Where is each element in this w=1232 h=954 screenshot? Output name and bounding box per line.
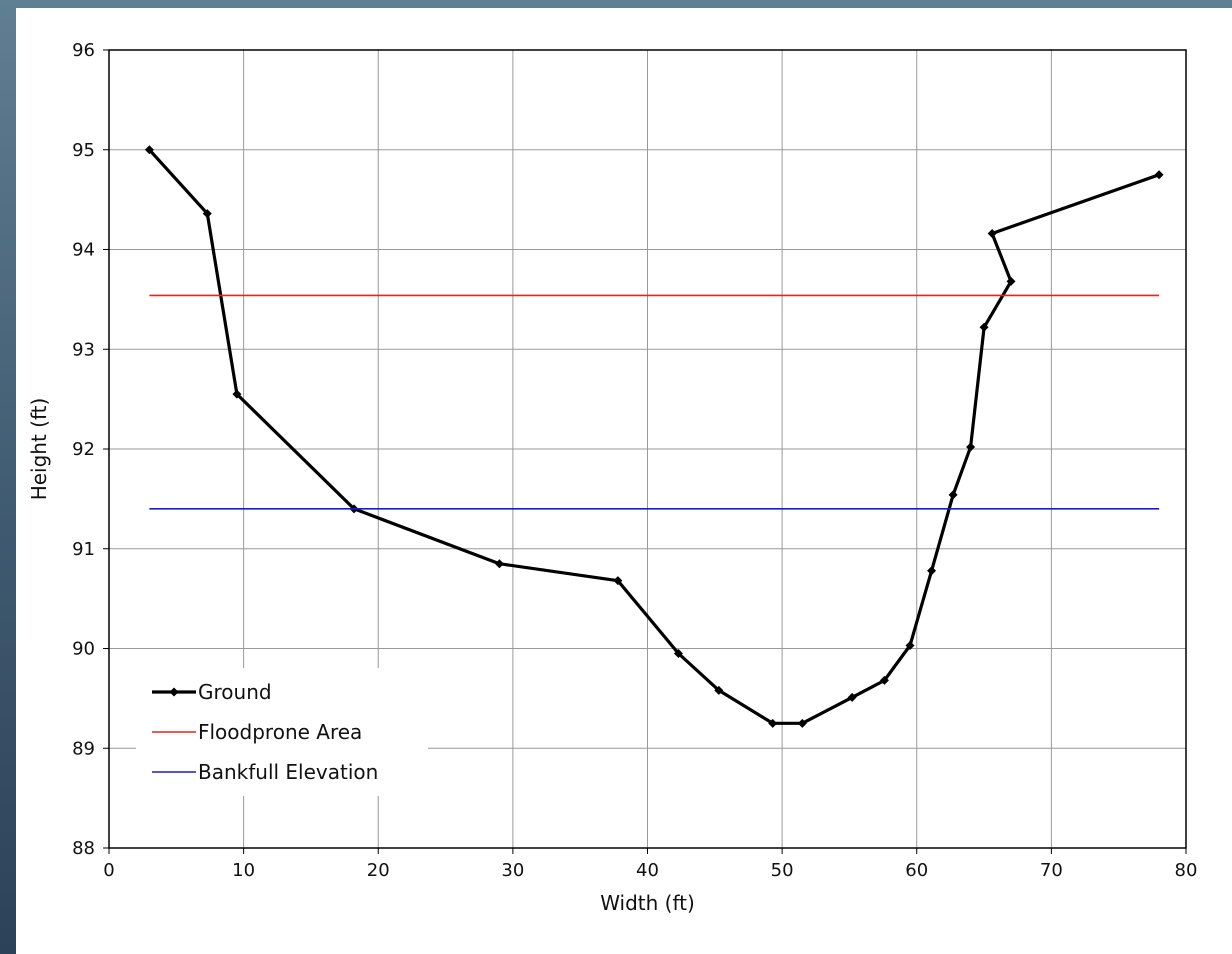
x-tick-label: 0 bbox=[103, 860, 114, 881]
data-point bbox=[232, 389, 242, 399]
legend-label: Ground bbox=[198, 680, 272, 704]
x-tick-label: 60 bbox=[905, 860, 928, 881]
data-point bbox=[714, 685, 724, 695]
x-tick-label: 30 bbox=[501, 860, 524, 881]
x-tick-label: 70 bbox=[1040, 860, 1063, 881]
x-tick-label: 10 bbox=[232, 860, 255, 881]
y-tick-label: 89 bbox=[72, 738, 95, 759]
y-tick-label: 88 bbox=[72, 838, 95, 859]
y-tick-label: 96 bbox=[72, 40, 95, 61]
data-point bbox=[1154, 170, 1164, 180]
legend-label: Floodprone Area bbox=[198, 720, 362, 744]
data-point bbox=[966, 442, 976, 452]
x-tick-label: 80 bbox=[1175, 860, 1198, 881]
data-point bbox=[202, 209, 212, 219]
y-axis-label: Height (ft) bbox=[27, 398, 51, 501]
x-tick-label: 50 bbox=[771, 860, 794, 881]
x-tick-label: 20 bbox=[367, 860, 390, 881]
y-tick-label: 93 bbox=[72, 339, 95, 360]
data-point bbox=[144, 145, 154, 155]
legend-marker bbox=[169, 687, 179, 697]
chart-panel: 0 10 20 30 40 50 60 70 80 88 89 90 91 92 93 94 95 96 Widt… bbox=[16, 8, 1232, 954]
data-point bbox=[879, 675, 889, 685]
data-point bbox=[905, 641, 915, 651]
data-point bbox=[673, 648, 683, 658]
x-axis-label: Width (ft) bbox=[600, 891, 695, 915]
data-point bbox=[768, 718, 778, 728]
series-line-0 bbox=[148, 148, 1160, 725]
x-tick-label: 40 bbox=[636, 860, 659, 881]
legend-label: Bankfull Elevation bbox=[198, 760, 378, 784]
data-point bbox=[987, 229, 997, 239]
data-point bbox=[613, 576, 623, 586]
data-point bbox=[979, 322, 989, 332]
data-point bbox=[847, 692, 857, 702]
y-tick-label: 95 bbox=[72, 140, 95, 161]
y-tick-label: 90 bbox=[72, 639, 95, 660]
data-point bbox=[927, 566, 937, 576]
y-tick-label: 94 bbox=[72, 240, 95, 261]
y-tick-label: 92 bbox=[72, 439, 95, 460]
data-point bbox=[797, 718, 807, 728]
data-point bbox=[948, 490, 958, 500]
series-lines bbox=[144, 145, 1164, 728]
data-point bbox=[1006, 276, 1016, 286]
y-tick-label: 91 bbox=[72, 539, 95, 560]
data-point bbox=[494, 559, 504, 569]
legend: Ground Floodprone Area Bankfull Elevation bbox=[136, 668, 428, 796]
tick-labels: 0 10 20 30 40 50 60 70 80 88 89 90 91 92 93 94 95 96 bbox=[72, 40, 1197, 881]
cross-section-chart: 0 10 20 30 40 50 60 70 80 88 89 90 91 92 93 94 95 96 Widt… bbox=[27, 40, 1197, 915]
